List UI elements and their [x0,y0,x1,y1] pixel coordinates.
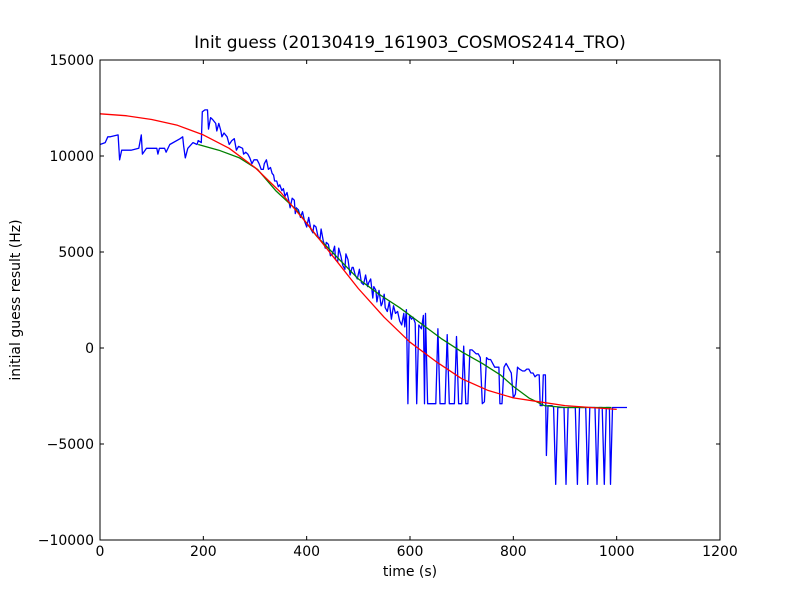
y-tick-label: 0 [85,341,94,357]
x-tick-label: 600 [397,544,424,560]
series-line-3 [99,113,617,411]
y-tick-label: −5000 [47,437,94,453]
plot-frame [100,60,720,540]
y-tick-label: −10000 [38,533,94,549]
x-tick-label: 400 [293,544,320,560]
y-tick-label: 15000 [49,53,94,69]
series-line-1 [99,109,627,485]
y-tick-label: 5000 [58,245,94,261]
x-axis-label: time (s) [383,564,437,580]
plot-area: 0 200 400 600 800 1000 1200 −10000 −5000 0 5000 100… [38,53,738,560]
x-tick-label: 1200 [702,544,738,560]
y-tick-label: 10000 [49,149,94,165]
x-tick-label: 200 [190,544,217,560]
series-line-2 [198,143,612,409]
x-tick-label: 800 [500,544,527,560]
chart-title: Init guess (20130419_161903_COSMOS2414_T… [194,33,626,53]
ticks-layer: 0 200 400 600 800 1000 1200 −10000 −5000 0 5000 100… [38,53,738,560]
series-layer [99,109,627,485]
x-tick-label: 1000 [599,544,635,560]
y-axis-label: initial guess result (Hz) [8,219,24,380]
x-tick-label: 0 [96,544,105,560]
